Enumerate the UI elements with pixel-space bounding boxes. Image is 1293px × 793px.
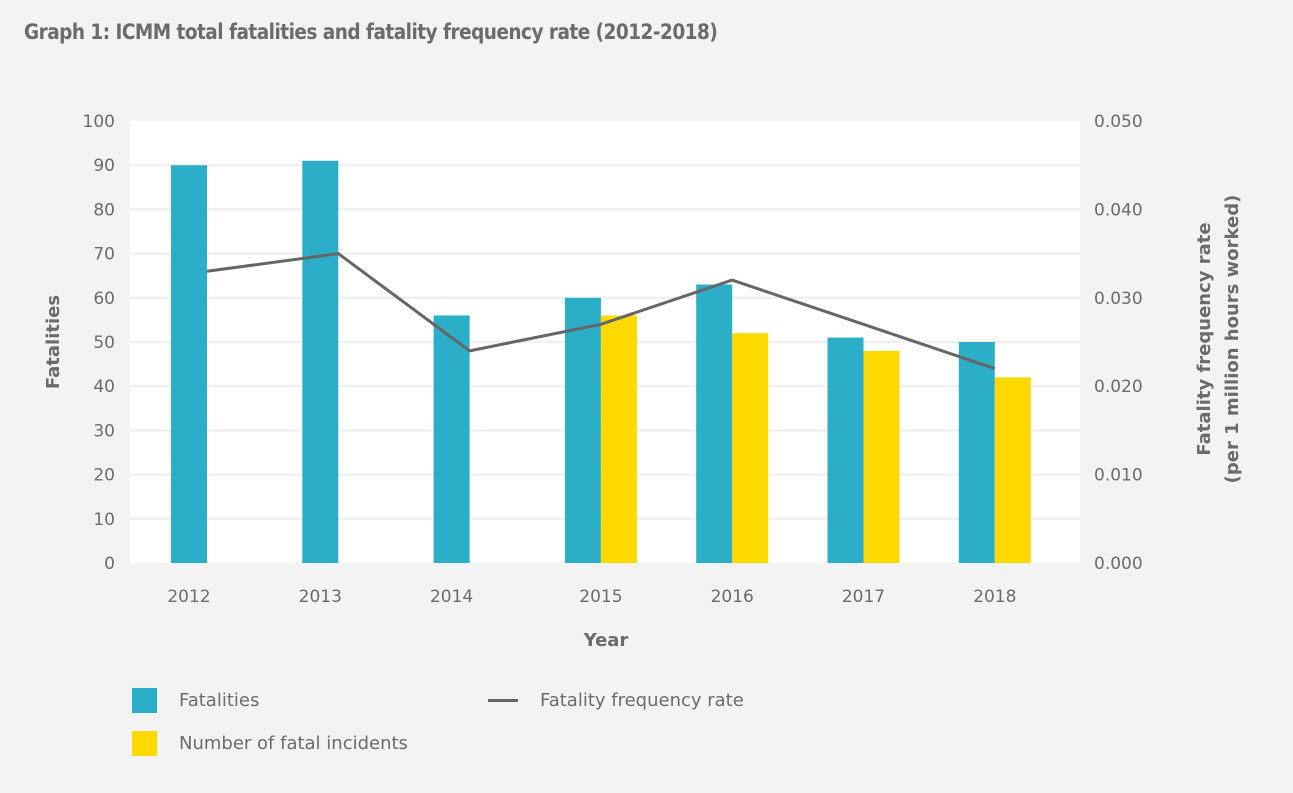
legend-label: Number of fatal incidents: [179, 733, 408, 754]
y-tick-label: 70: [93, 245, 115, 265]
y-tick-label: 100: [83, 112, 115, 132]
bar-fatalities-2016: [696, 284, 733, 563]
bar-number-of-fatal-incidents-2017: [863, 350, 900, 563]
legend-swatch-fatal-incidents: [132, 731, 157, 756]
legend-label: Fatalities: [179, 690, 260, 711]
y-tick-label: 20: [93, 466, 115, 486]
y-axis-right: 0.000 0.010 0.020 0.030 0.040 0.050: [1094, 112, 1143, 574]
y-tick-label: 80: [93, 200, 115, 220]
x-tick-label: 2017: [842, 587, 885, 607]
bar-fatalities-2017: [827, 337, 864, 563]
x-tick-label: 2014: [430, 587, 473, 607]
x-tick-label: 2016: [711, 587, 754, 607]
y-axis-right-title-line1: Fatality frequency rate: [1194, 222, 1215, 455]
y-axis-left: 0 10 20 30 40 50 60 70 80 90 100: [83, 112, 115, 574]
y-tick-label: 60: [93, 289, 115, 309]
bar-fatalities-2013: [302, 160, 339, 563]
x-axis-title: Year: [583, 630, 629, 651]
x-tick-label: 2013: [299, 587, 342, 607]
legend-item-fatal-incidents: Number of fatal incidents: [132, 731, 408, 756]
bar-fatalities-2012: [171, 165, 207, 563]
y-axis-left-title: Fatalities: [43, 295, 64, 389]
y-right-tick-label: 0.050: [1094, 112, 1143, 132]
y-tick-label: 40: [93, 377, 115, 397]
chart-title: Graph 1: ICMM total fatalities and fatal…: [24, 20, 718, 44]
y-right-tick-label: 0.030: [1094, 289, 1143, 309]
x-tick-label: 2015: [579, 587, 622, 607]
rate-line: [206, 252, 996, 370]
legend-swatch-fatalities: [132, 688, 157, 713]
bar-fatalities-2015: [564, 297, 601, 563]
x-tick-label: 2018: [973, 587, 1016, 607]
y-right-tick-label: 0.000: [1094, 554, 1143, 574]
legend-item-frequency-rate: Fatality frequency rate: [488, 688, 744, 713]
x-axis: 2012 2013 2014 2015 2016 2017 2018: [167, 587, 1016, 607]
bar-number-of-fatal-incidents-2015: [600, 315, 637, 563]
y-tick-label: 0: [104, 554, 115, 574]
legend-line-frequency-rate: [488, 699, 518, 702]
bars: [171, 160, 1031, 563]
y-right-tick-label: 0.020: [1094, 377, 1143, 397]
legend-item-fatalities: Fatalities: [132, 688, 259, 713]
x-tick-label: 2012: [167, 587, 210, 607]
y-tick-label: 30: [93, 421, 115, 441]
y-tick-label: 90: [93, 156, 115, 176]
bar-fatalities-2018: [958, 342, 995, 563]
bar-number-of-fatal-incidents-2018: [994, 377, 1031, 563]
y-axis-right-title-line2: (per 1 million hours worked): [1222, 195, 1243, 484]
bar-fatalities-2014: [433, 315, 470, 563]
bar-number-of-fatal-incidents-2016: [732, 333, 769, 563]
y-right-tick-label: 0.010: [1094, 466, 1143, 486]
y-tick-label: 50: [93, 333, 115, 353]
legend-label: Fatality frequency rate: [540, 690, 744, 711]
y-right-tick-label: 0.040: [1094, 200, 1143, 220]
y-tick-label: 10: [93, 510, 115, 530]
